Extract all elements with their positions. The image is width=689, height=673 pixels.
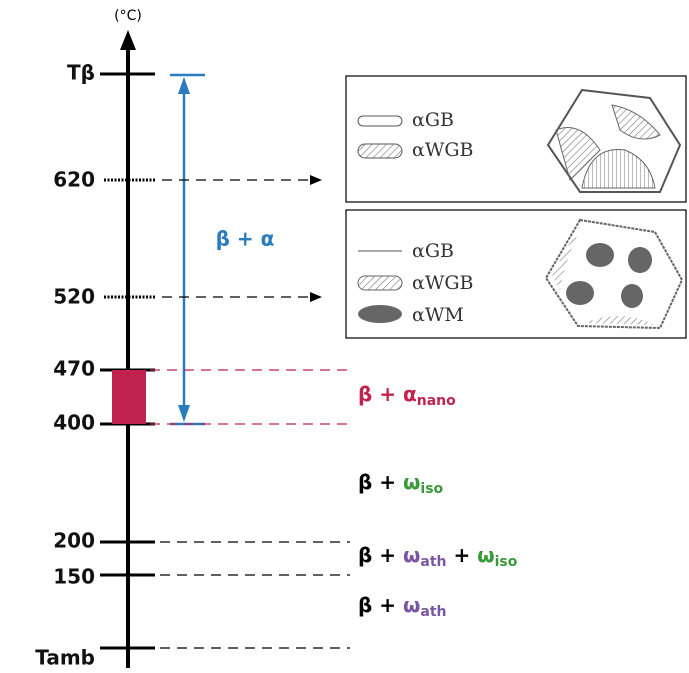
phase-part: ω [403,470,420,494]
tick-label: 520 [53,285,95,309]
legend-label: αWM [412,304,464,326]
phase-label: β + ωiso [358,470,444,498]
legend-label: αGB [412,240,454,262]
phase-sub: iso [495,554,518,570]
legend-label: αGB [412,109,454,131]
tick-label: 150 [53,565,95,589]
microstructure-box: αGB αWGB αWM [346,210,686,338]
range-arrow [170,75,205,424]
phase-sub: ath [420,554,446,570]
phase-part: + [447,543,478,567]
legend-label: αWGB [412,272,474,294]
guide-arrow [310,292,322,302]
nano-range [112,370,146,424]
phase-label: β + αnano [358,382,456,410]
tick-label: Tamb [35,646,95,670]
phase-part: β + [358,470,403,494]
phase-sub: ath [420,604,446,620]
phase-part: ω [403,593,420,617]
guide-arrow [310,175,322,185]
phase-part: ω [403,543,420,567]
range-label: β + α [216,227,275,251]
microstructure-box: αGB αWGB [346,76,686,202]
legend-label: αWGB [412,139,474,161]
tick-label: 470 [53,357,95,381]
body: (°C) Tβ 620 520 470 400 200 150 Tamb β +… [0,0,689,673]
page: body{margin:0;background:#fff;font-famil… [0,0,689,673]
tick-label: Tβ [67,61,95,85]
tick-label: 620 [53,168,95,192]
phase-part: α [403,382,417,406]
tick-label: 400 [53,411,95,435]
phase-sub: nano [417,393,456,409]
red-guides [150,370,350,424]
tick-label: 200 [53,529,95,553]
phase-part: ω [477,543,494,567]
diagram: (°C) Tβ 620 520 470 400 200 150 Tamb β +… [0,0,689,673]
axis-arrow [120,30,136,50]
phase-sub: iso [420,481,443,497]
axis-unit: (°C) [114,8,142,24]
phase-part: β + [358,593,403,617]
phase-part: β + [358,382,403,406]
phase-part: β + [358,543,403,567]
phase-label: β + ωath [358,593,447,621]
phase-label: β + ωath + ωiso [358,543,518,571]
axis: (°C) [114,8,142,668]
